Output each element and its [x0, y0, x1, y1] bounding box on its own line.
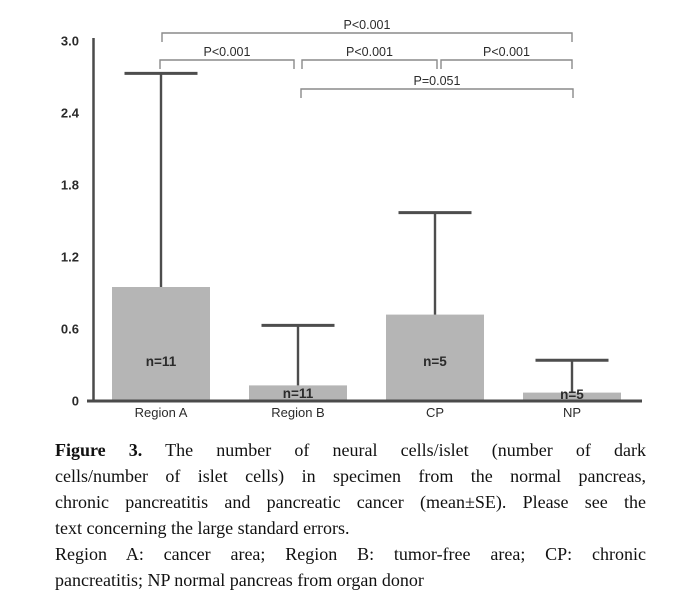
x-category-label: CP	[426, 405, 444, 420]
bar-n-label: n=5	[560, 387, 584, 402]
bar-n-label: n=11	[146, 354, 177, 369]
p-value-label: P=0.051	[414, 74, 461, 88]
significance-bracket	[159, 59, 295, 69]
p-value-label: P<0.001	[344, 18, 391, 32]
bar-n-label: n=5	[423, 354, 447, 369]
p-value-label: P<0.001	[483, 45, 530, 59]
significance-bracket	[440, 59, 573, 69]
bar-region-b	[249, 385, 347, 401]
x-category-label: NP	[563, 405, 581, 420]
bar-n-label: n=11	[283, 386, 314, 401]
bar-cp	[386, 314, 484, 401]
y-tick-label: 1.2	[61, 250, 79, 265]
significance-bracket	[161, 32, 573, 42]
y-tick-label: 0	[72, 394, 79, 409]
significance-bracket	[300, 88, 574, 98]
x-category-label: Region A	[135, 405, 188, 420]
caption-line: text concerning the large standard error…	[55, 518, 350, 538]
bar-np	[523, 392, 621, 401]
caption-line: cells/number of islet cells) in specimen…	[55, 466, 646, 486]
caption-line: Region A: cancer area; Region B: tumor-f…	[55, 544, 646, 564]
caption-line: pancreatitis; NP normal pancreas from or…	[55, 570, 424, 590]
caption-line: chronic pancreatitis and pancreatic canc…	[55, 492, 646, 512]
figure-caption: Figure 3. The number of neural cells/isl…	[55, 437, 646, 593]
x-category-label: Region B	[271, 405, 324, 420]
bar-region-a	[112, 287, 210, 401]
caption-line: Figure 3. The number of neural cells/isl…	[55, 440, 646, 460]
y-tick-label: 0.6	[61, 322, 79, 337]
y-tick-label: 1.8	[61, 178, 79, 193]
p-value-label: P<0.001	[346, 45, 393, 59]
y-tick-label: 2.4	[61, 106, 80, 121]
figure-number-label: Figure 3.	[55, 440, 143, 460]
p-value-label: P<0.001	[204, 45, 251, 59]
bar-chart: 0 0.6 1.2 1.8 2.4 3.0 Region A n=11 Region B n=11…	[61, 18, 642, 420]
significance-bracket	[301, 59, 438, 69]
y-tick-label: 3.0	[61, 34, 79, 49]
